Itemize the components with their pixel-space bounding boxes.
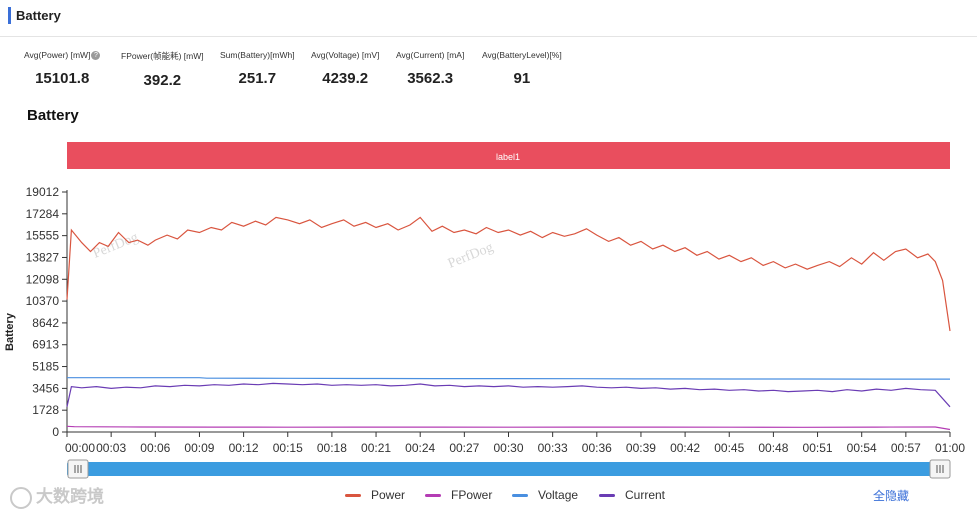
metric-label: Sum(Battery)[mWh] <box>220 50 295 60</box>
x-tick-label: 00:36 <box>582 441 612 455</box>
x-tick-label: 00:12 <box>229 441 259 455</box>
metric-avg-power: Avg(Power) [mW]? 15101.8 <box>24 50 101 88</box>
zoom-slider-track[interactable] <box>67 462 950 476</box>
y-tick-label: 12098 <box>26 272 60 286</box>
header-accent-bar <box>8 7 11 24</box>
metric-avg-voltage: Avg(Voltage) [mV] 4239.2 <box>311 50 379 87</box>
x-tick-label: 00:48 <box>758 441 788 455</box>
metric-label: FPower(帧能耗) [mW] <box>121 51 204 61</box>
chart-section-title: Battery <box>27 107 79 124</box>
y-tick-label: 3456 <box>32 381 59 395</box>
metric-value: 91 <box>513 70 531 87</box>
y-tick-label: 10370 <box>26 294 60 308</box>
metric-sum-battery: Sum(Battery)[mWh] 251.7 <box>220 50 295 87</box>
brand-logo-icon <box>10 486 32 509</box>
x-tick-label: 00:18 <box>317 441 347 455</box>
legend-label: Power <box>371 488 406 502</box>
footer-watermark: 大数跨境 <box>10 482 104 509</box>
x-tick-label: 00:54 <box>847 441 877 455</box>
y-tick-label: 19012 <box>26 185 60 199</box>
page-header: Battery <box>0 0 977 37</box>
x-tick-label: 01:00 <box>935 441 965 455</box>
legend-item-voltage[interactable]: Voltage <box>512 488 578 502</box>
metric-value: 392.2 <box>143 72 182 89</box>
legend-label: Voltage <box>538 488 579 502</box>
series-line-fpower[interactable] <box>66 425 951 431</box>
metric-avg-current: Avg(Current) [mA] 3562.3 <box>396 50 464 87</box>
y-tick-label: 15555 <box>26 229 60 243</box>
x-tick-label: 00:06 <box>140 441 170 455</box>
metric-value: 15101.8 <box>35 70 90 88</box>
legend-swatch <box>425 493 441 497</box>
legend-item-fpower[interactable]: FPower <box>425 488 492 502</box>
x-tick-label: 00:03 <box>96 441 126 455</box>
watermark-text: PerfDog <box>91 230 141 262</box>
y-tick-label: 6913 <box>32 338 59 352</box>
metric-label: Avg(Current) [mA] <box>396 50 465 60</box>
series-group <box>66 216 951 431</box>
x-tick-label: 00:33 <box>538 441 568 455</box>
hide-all-link[interactable]: 全隐藏 <box>873 489 910 503</box>
x-tick-label: 00:09 <box>184 441 214 455</box>
series-line-power[interactable] <box>66 216 951 332</box>
y-tick-label: 8642 <box>32 316 59 330</box>
metric-label: Avg(Voltage) [mV] <box>311 50 380 60</box>
series-line-voltage[interactable] <box>67 377 950 380</box>
x-tick-label: 00:45 <box>714 441 744 455</box>
question-circle-icon[interactable]: ? <box>91 51 101 61</box>
legend-item-power[interactable]: Power <box>345 488 405 502</box>
x-tick-label: 00:27 <box>449 441 479 455</box>
y-tick-label: 17284 <box>26 207 60 221</box>
x-tick-label: 00:57 <box>891 441 921 455</box>
x-tick-label: 00:39 <box>626 441 656 455</box>
metric-label: Avg(Power) [mW] <box>24 50 91 60</box>
page-title: Battery <box>16 8 61 23</box>
zoom-slider[interactable] <box>67 459 951 479</box>
metric-avg-battery-level: Avg(BatteryLevel)[%] 91 <box>482 50 562 87</box>
x-tick-label: 00:30 <box>493 441 523 455</box>
legend-label: FPower <box>451 488 493 502</box>
legend-swatch <box>345 493 361 497</box>
x-tick-label: 00:42 <box>670 441 700 455</box>
y-tick-label: 13827 <box>26 250 60 264</box>
metric-label: Avg(BatteryLevel)[%] <box>482 50 562 60</box>
metric-value: 4239.2 <box>322 70 369 87</box>
x-tick-label: 00:24 <box>405 441 435 455</box>
legend-swatch <box>599 493 615 497</box>
y-tick-label: 1728 <box>32 403 59 417</box>
label-band-text: label1 <box>496 152 520 162</box>
y-axis-title: Battery <box>4 312 16 351</box>
watermark-text: PerfDog <box>446 240 496 272</box>
footer-watermark-text: 大数跨境 <box>36 487 104 506</box>
grip-lines-icon <box>74 465 82 473</box>
y-tick-label: 0 <box>52 425 59 439</box>
metric-value: 3562.3 <box>407 70 454 87</box>
metric-fpower: FPower(帧能耗) [mW] 392.2 <box>121 50 204 89</box>
legend-swatch <box>512 493 528 497</box>
label-band[interactable] <box>67 142 950 169</box>
x-tick-label: 00:00 <box>65 441 95 455</box>
x-axis: 00:00 00:03 00:06 00:09 00:12 00:15 00:18 00:21… <box>65 431 965 455</box>
x-tick-label: 00:15 <box>273 441 303 455</box>
metric-value: 251.7 <box>238 70 277 87</box>
series-line-current[interactable] <box>66 382 951 408</box>
x-tick-label: 00:51 <box>803 441 833 455</box>
x-tick-label: 00:21 <box>361 441 391 455</box>
y-axis: 0 1728 3456 5185 6913 8642 10370 12098 13827 1555… <box>26 185 68 439</box>
grip-lines-icon <box>936 465 944 473</box>
y-tick-label: 5185 <box>32 360 59 374</box>
legend-label: Current <box>625 488 666 502</box>
legend-item-current[interactable]: Current <box>599 488 665 502</box>
